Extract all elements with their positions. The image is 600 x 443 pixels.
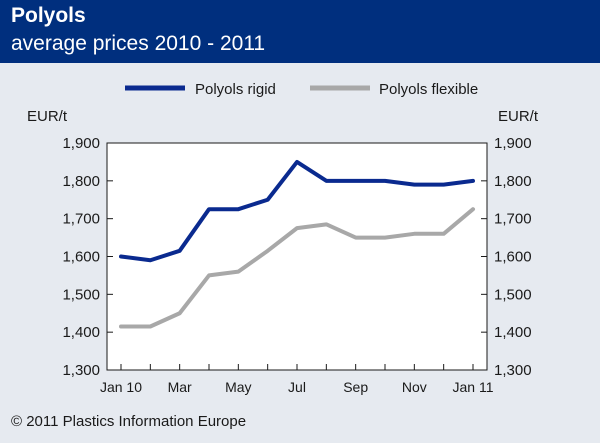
- y-tick-label-left: 1,700: [62, 211, 100, 228]
- y-axis-label-right: EUR/t: [498, 108, 539, 125]
- x-tick-label: Sep: [343, 379, 368, 395]
- series-line-polyols-flexible: [119, 207, 475, 329]
- line-chart: Polyols rigid Polyols flexible EUR/t EUR/…: [27, 81, 539, 395]
- chart-subtitle: average prices 2010 - 2011: [11, 32, 266, 55]
- legend: Polyols rigid Polyols flexible: [125, 81, 478, 98]
- axis-ticks: 1,300 1,300 1,400 1,400 1,500 1,500 1,600 1,600…: [62, 135, 531, 395]
- legend-label-polyols-rigid: Polyols rigid: [195, 81, 276, 98]
- series-line-polyols-rigid: [119, 159, 475, 263]
- series-layer: [119, 159, 475, 329]
- x-tick-label: May: [225, 379, 251, 395]
- y-tick-label-left: 1,300: [62, 362, 100, 379]
- legend-label-polyols-flexible: Polyols flexible: [379, 81, 478, 98]
- y-tick-label-right: 1,800: [494, 173, 532, 190]
- y-axis-label-left: EUR/t: [27, 108, 68, 125]
- y-tick-label-right: 1,900: [494, 135, 532, 152]
- chart-title: Polyols: [11, 4, 86, 27]
- x-tick-label: Jan 10: [100, 379, 142, 395]
- y-tick-label-left: 1,900: [62, 135, 100, 152]
- y-tick-label-right: 1,300: [494, 362, 532, 379]
- y-tick-label-right: 1,400: [494, 324, 532, 341]
- x-tick-label: Jul: [288, 379, 306, 395]
- y-tick-label-right: 1,500: [494, 286, 532, 303]
- x-tick-label: Nov: [402, 379, 427, 395]
- y-tick-label-left: 1,800: [62, 173, 100, 190]
- copyright-notice: © 2011 Plastics Information Europe: [11, 413, 247, 430]
- y-tick-label-right: 1,600: [494, 249, 532, 266]
- y-tick-label-left: 1,600: [62, 249, 100, 266]
- x-tick-label: Jan 11: [453, 379, 494, 395]
- chart-header: Polyols average prices 2010 - 2011: [0, 0, 600, 63]
- x-tick-label: Mar: [168, 379, 192, 395]
- y-tick-label-left: 1,500: [62, 286, 100, 303]
- y-tick-label-left: 1,400: [62, 324, 100, 341]
- y-tick-label-right: 1,700: [494, 211, 532, 228]
